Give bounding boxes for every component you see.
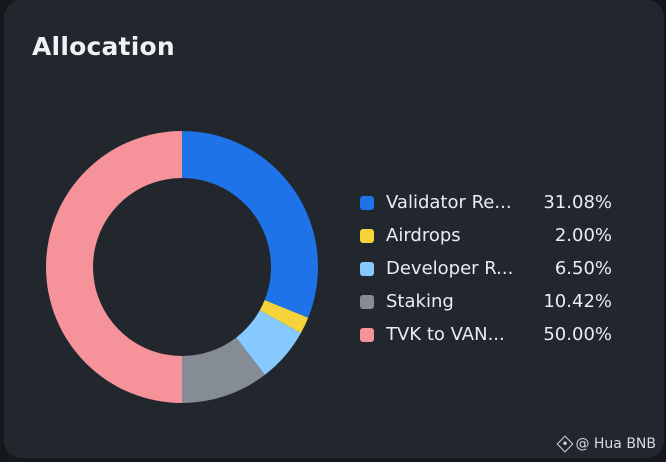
legend-item-5: TVK to VAN... 50.00% (360, 318, 612, 351)
legend-swatch-5 (360, 327, 374, 342)
legend-item-2: Airdrops 2.00% (360, 219, 612, 252)
donut-slice-5 (46, 131, 182, 403)
allocation-card: Allocation Validator Re... 31.08% Airdrops… (4, 0, 664, 458)
legend-value-2: 2.00% (554, 225, 612, 246)
legend-item-4: Staking 10.42% (360, 285, 612, 318)
bnb-icon (556, 435, 574, 453)
donut-slice-4 (182, 337, 265, 403)
legend-swatch-2 (360, 228, 374, 243)
legend-value-5: 50.00% (543, 324, 612, 345)
legend-label-3: Developer R... (386, 258, 514, 279)
legend-label-1: Validator Re... (386, 192, 512, 213)
legend-value-1: 31.08% (543, 192, 612, 213)
legend-label-2: Airdrops (386, 225, 461, 246)
legend-label-5: TVK to VAN... (386, 324, 505, 345)
donut-hole (93, 178, 271, 356)
watermark-text: @ Hua BNB (575, 436, 656, 452)
legend-value-4: 10.42% (543, 291, 612, 312)
allocation-donut-chart (46, 131, 318, 403)
legend-value-3: 6.50% (554, 258, 612, 279)
legend-item-1: Validator Re... 31.08% (360, 186, 612, 219)
legend-swatch-1 (360, 195, 374, 210)
chart-title: Allocation (32, 32, 175, 61)
donut-slice-2 (259, 300, 309, 334)
legend-swatch-3 (360, 261, 374, 276)
donut-slice-3 (236, 310, 301, 375)
watermark: @ Hua BNB (556, 435, 656, 453)
legend-swatch-4 (360, 294, 374, 309)
legend-label-4: Staking (386, 291, 454, 312)
chart-legend: Validator Re... 31.08% Airdrops 2.00% Develo… (360, 186, 612, 351)
donut-slice-1 (182, 131, 318, 318)
legend-item-3: Developer R... 6.50% (360, 252, 612, 285)
